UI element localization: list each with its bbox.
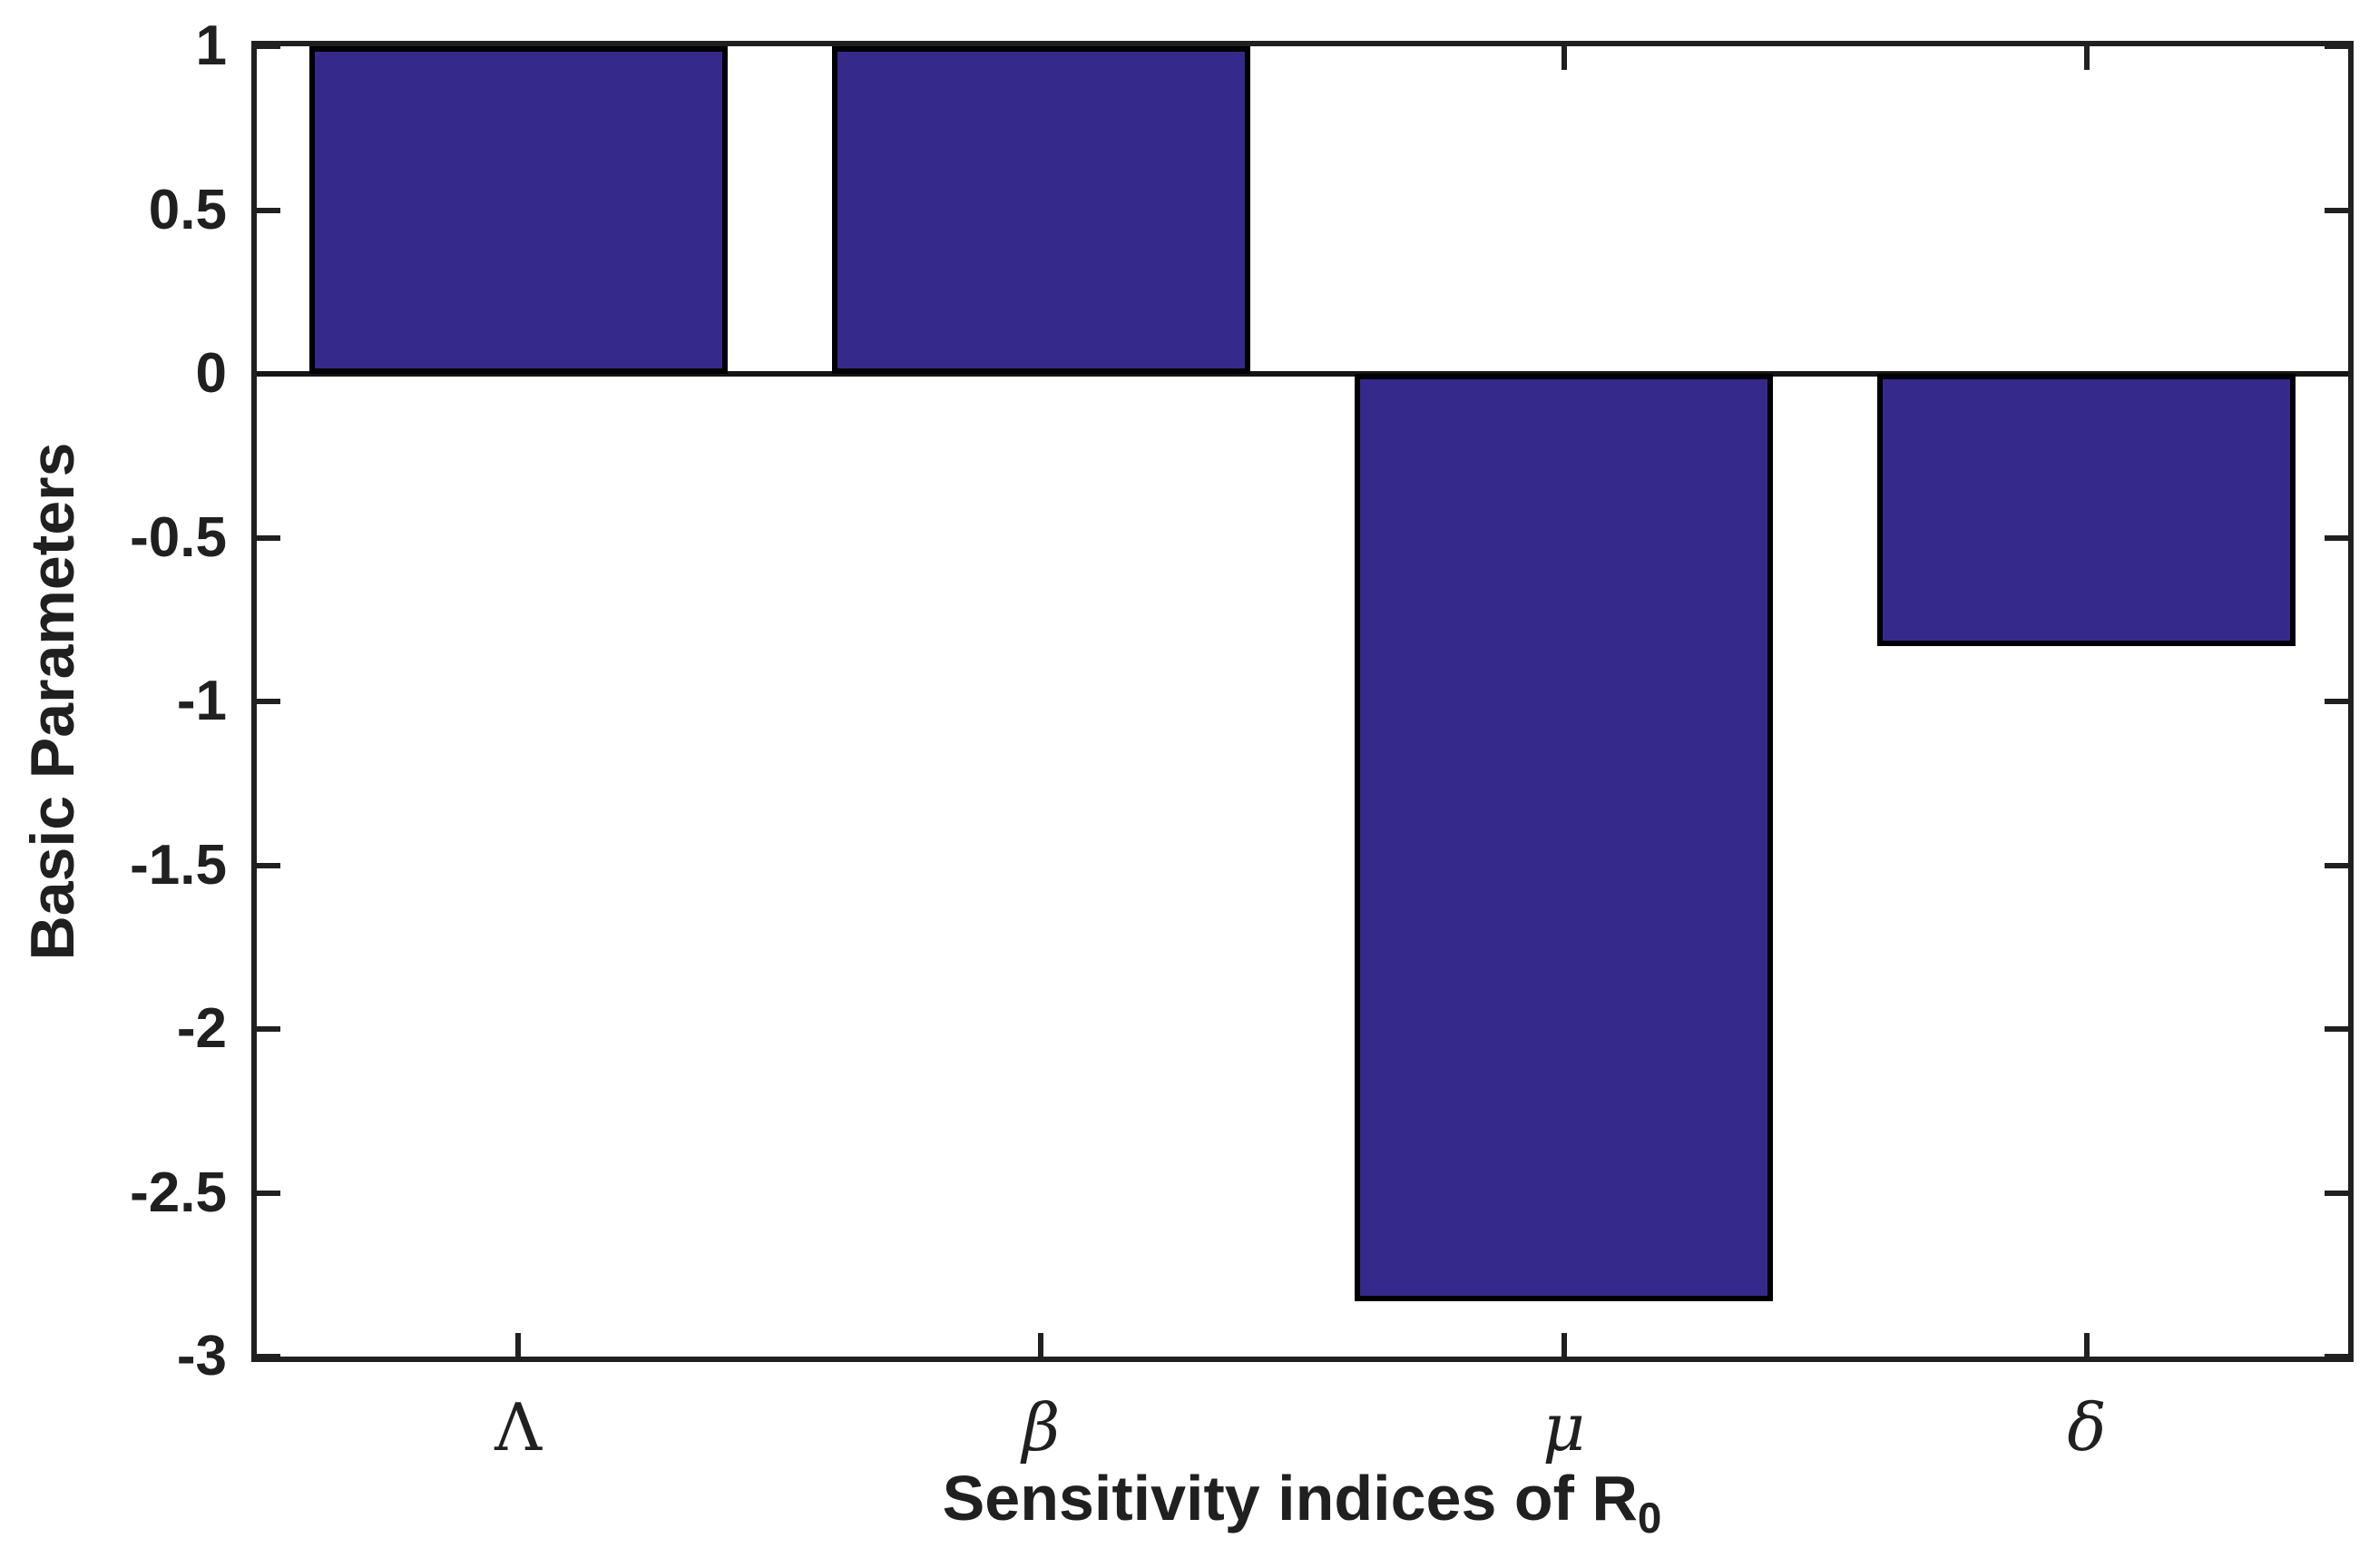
y-tick-mark-right — [2325, 1190, 2348, 1196]
y-tick-label: -1 — [176, 670, 227, 732]
y-tick-mark-left — [257, 1190, 280, 1196]
x-tick-mark-top — [2083, 46, 2090, 70]
y-tick-label: 0 — [195, 342, 227, 405]
x-axis-label: Sensitivity indices of R0 — [848, 1459, 1756, 1545]
y-tick-label: -1.5 — [130, 833, 227, 897]
y-tick-mark-right — [2325, 44, 2348, 49]
x-axis-label-subscript: 0 — [1637, 1494, 1662, 1544]
y-tick-mark-left — [257, 44, 280, 49]
x-tick-label: β — [1022, 1389, 1061, 1465]
y-tick-mark-right — [2325, 862, 2348, 868]
x-tick-label: Λ — [494, 1389, 543, 1465]
x-axis-label-text: Sensitivity indices of R — [942, 1463, 1638, 1534]
x-tick-mark-top — [1561, 46, 1567, 70]
x-tick-label: δ — [2067, 1389, 2107, 1465]
y-tick-mark-left — [257, 862, 280, 868]
bar — [1877, 374, 2296, 646]
x-tick-mark-bottom — [1561, 1333, 1567, 1357]
y-tick-label: -2.5 — [130, 1161, 227, 1224]
bar — [308, 46, 728, 374]
y-tick-label: 1 — [195, 15, 227, 77]
plot-area — [251, 41, 2354, 1362]
y-tick-label: -3 — [176, 1325, 227, 1387]
y-tick-mark-left — [257, 207, 280, 213]
y-tick-label: -0.5 — [130, 505, 227, 569]
y-tick-mark-left — [257, 699, 280, 704]
x-tick-label: μ — [1542, 1389, 1586, 1465]
y-tick-label: -2 — [176, 997, 227, 1060]
y-tick-mark-right — [2325, 534, 2348, 541]
x-tick-mark-bottom — [2083, 1333, 2090, 1357]
y-tick-mark-left — [257, 1354, 280, 1359]
y-tick-mark-right — [2325, 207, 2348, 213]
x-tick-mark-bottom — [1038, 1333, 1044, 1357]
y-tick-mark-left — [257, 534, 280, 541]
y-tick-mark-left — [257, 1026, 280, 1032]
y-tick-mark-right — [2325, 1026, 2348, 1032]
y-tick-label: 0.5 — [148, 178, 227, 241]
bar — [1355, 374, 1774, 1301]
x-tick-mark-bottom — [515, 1333, 522, 1357]
y-tick-mark-right — [2325, 699, 2348, 704]
zero-baseline — [257, 371, 2348, 377]
bar — [831, 46, 1250, 374]
y-tick-mark-right — [2325, 1354, 2348, 1359]
